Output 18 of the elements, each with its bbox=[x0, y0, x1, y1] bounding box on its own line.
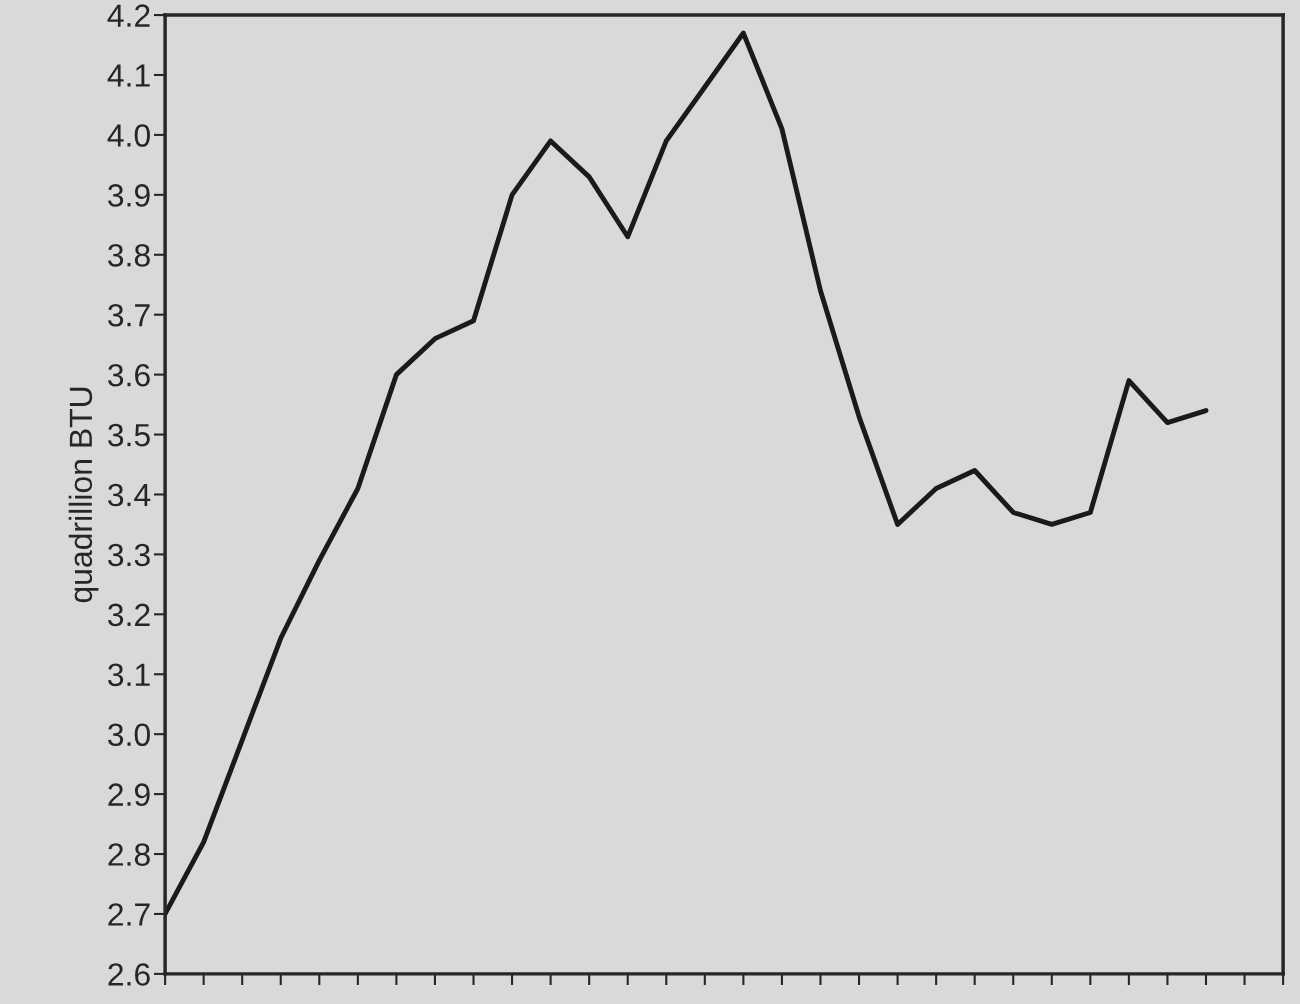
y-tick-label: 3.0 bbox=[108, 723, 150, 747]
y-tick-label: 3.9 bbox=[108, 184, 150, 207]
y-tick-label: 4.1 bbox=[107, 64, 150, 87]
y-tick-label: 4.2 bbox=[107, 4, 150, 27]
y-tick-label: 3.3 bbox=[108, 543, 150, 567]
y-tick-label: 2.8 bbox=[108, 843, 150, 866]
y-tick-label: 4.0 bbox=[107, 124, 150, 147]
y-tick-label: 3.5 bbox=[108, 423, 150, 447]
y-tick-label: 2.7 bbox=[108, 903, 150, 926]
y-tick-label: 2.9 bbox=[108, 783, 150, 806]
y-tick-label: 3.2 bbox=[108, 603, 150, 627]
y-tick-label: 3.4 bbox=[108, 483, 151, 507]
y-tick-label: 2.6 bbox=[108, 963, 150, 986]
y-tick-label: 3.1 bbox=[108, 663, 150, 687]
y-tick-label: 3.6 bbox=[108, 363, 150, 387]
y-tick-label: 3.8 bbox=[108, 244, 150, 267]
y-tick-label: 3.7 bbox=[108, 303, 150, 327]
y-axis-title: quadrillion BTU bbox=[68, 387, 99, 603]
